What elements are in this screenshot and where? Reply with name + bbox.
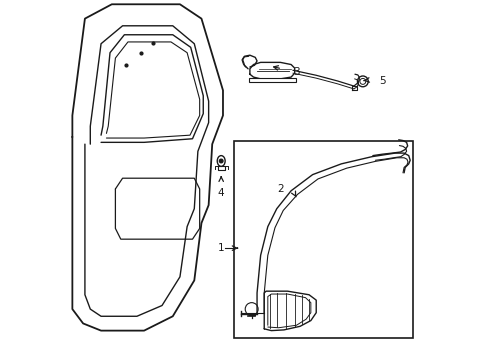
Text: 1: 1 xyxy=(217,243,224,253)
Text: 3: 3 xyxy=(292,67,299,77)
Text: 5: 5 xyxy=(378,76,385,86)
Text: 4: 4 xyxy=(218,188,224,198)
Text: 2: 2 xyxy=(277,184,283,194)
Bar xyxy=(233,140,412,338)
Circle shape xyxy=(219,159,223,163)
Bar xyxy=(249,78,295,82)
